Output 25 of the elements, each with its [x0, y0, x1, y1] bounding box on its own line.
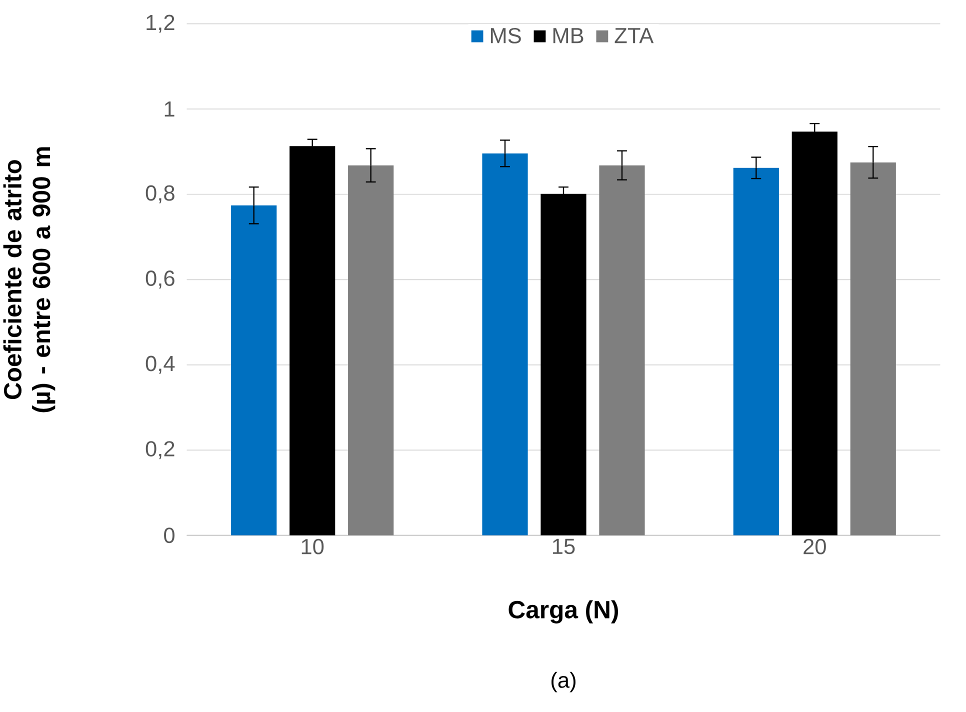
bar [850, 162, 896, 536]
y-tick-label: 1 [164, 102, 174, 117]
y-tick-label: 0,2 [146, 441, 174, 460]
y-tick-label: 0 [164, 528, 174, 544]
y-tick-label: 0,4 [146, 356, 175, 374]
bar [733, 168, 779, 536]
x-tick-label: 15 [553, 538, 575, 554]
legend-label: ZTA [614, 28, 654, 44]
legend-label: MB [553, 28, 584, 44]
legend-label: MS [490, 28, 521, 44]
y-tick-label: 0,8 [146, 185, 174, 204]
bar [540, 194, 586, 536]
x-axis-title: Carga (N) [508, 600, 618, 624]
x-tick-label: 10 [302, 538, 324, 554]
y-tick-label: 1,2 [146, 14, 174, 33]
bar [348, 165, 394, 536]
bar [231, 205, 277, 536]
text: (a) [552, 672, 576, 692]
y-tick-label: 0,6 [146, 270, 174, 289]
bar [792, 132, 838, 536]
bar [290, 146, 336, 536]
y-axis-title: Coeficiente de atrito (µ) - entre 600 a 900 m [3, 147, 56, 412]
bar [482, 153, 528, 536]
x-tick-label: 20 [804, 538, 826, 554]
bar [599, 165, 645, 536]
